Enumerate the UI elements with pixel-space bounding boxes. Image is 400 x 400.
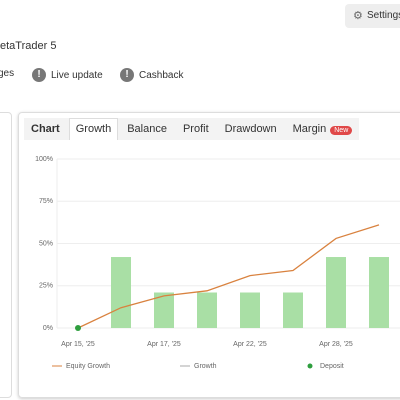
- legend-label: Equity Growth: [66, 363, 110, 370]
- legend-swatch: [307, 363, 313, 369]
- action-label: ges: [0, 68, 15, 79]
- x-tick-label: Apr 28, '25: [319, 341, 353, 348]
- tabs: Chart Growth Balance Profit Drawdown Margin Ne…: [24, 118, 360, 140]
- legend-label: Growth: [194, 363, 217, 370]
- bar: [197, 292, 217, 328]
- tab[interactable]: Drawdown: [224, 123, 277, 135]
- bar: [283, 292, 303, 328]
- tab[interactable]: Profit: [182, 123, 209, 135]
- y-tick-label: 0%: [43, 325, 53, 332]
- action[interactable]: ges: [0, 68, 14, 79]
- line: [77, 224, 380, 329]
- icon: !: [32, 68, 46, 82]
- settings-label: Settings: [367, 10, 400, 21]
- gear-icon: ⚙: [353, 10, 363, 22]
- tab[interactable]: Chart: [31, 123, 60, 135]
- point: [75, 325, 81, 331]
- tab[interactable]: Balance: [127, 123, 167, 135]
- legend-label: Deposit: [320, 363, 344, 370]
- settings-button[interactable]: Settings ⚙: [345, 4, 400, 28]
- action-label: Cashback: [139, 69, 184, 81]
- platform: etaTrader 5: [0, 40, 57, 52]
- bar: [326, 257, 346, 328]
- y-tick-label: 50%: [39, 240, 53, 247]
- new-badge: New: [330, 126, 353, 135]
- y-tick-label: 25%: [39, 283, 53, 290]
- action[interactable]: ! Live update: [32, 68, 103, 82]
- action[interactable]: ! Cashback: [120, 68, 183, 82]
- action-label: Live update: [51, 69, 103, 81]
- bar: [369, 257, 389, 328]
- y-tick-label: 75%: [39, 198, 53, 205]
- icon: !: [120, 68, 134, 82]
- x-tick-label: Apr 17, '25: [147, 341, 181, 348]
- side-panel: [0, 112, 12, 398]
- chart-card: [18, 112, 400, 398]
- tab[interactable]: Growth: [68, 118, 119, 140]
- bar: [154, 292, 174, 328]
- bar: [111, 257, 131, 328]
- y-tick-label: 100%: [35, 156, 53, 163]
- tab[interactable]: Margin New: [286, 118, 360, 140]
- bar: [240, 292, 260, 328]
- x-tick-label: Apr 22, '25: [233, 341, 267, 348]
- x-tick-label: Apr 15, '25: [61, 341, 95, 348]
